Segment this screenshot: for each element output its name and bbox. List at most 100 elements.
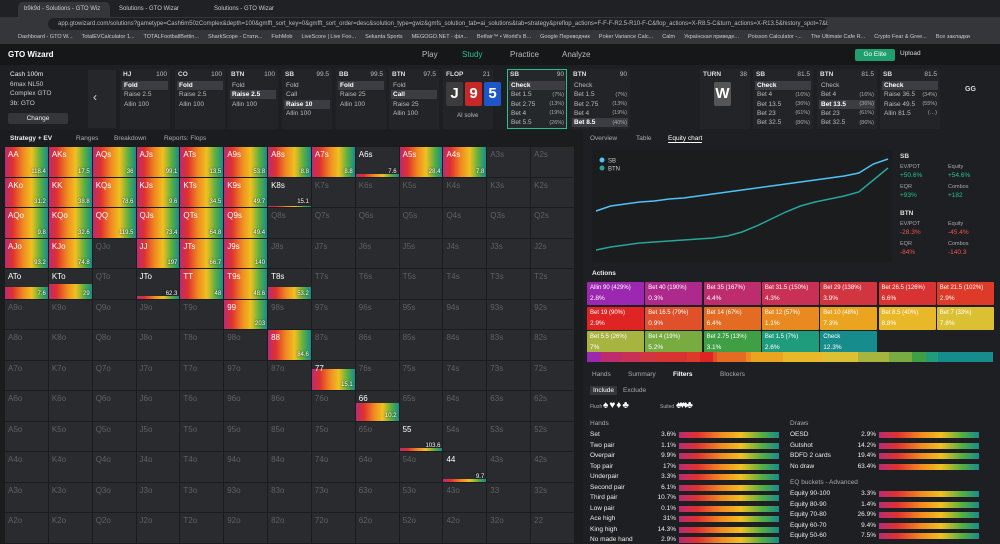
hand-cell[interactable]: Q4o xyxy=(92,452,136,482)
hand-cell[interactable]: Q6o xyxy=(92,391,136,421)
hand-cell[interactable]: JTo 62.3 xyxy=(136,269,180,299)
filter-label[interactable]: Equity 80-90 xyxy=(790,500,827,508)
bookmark[interactable]: Poker Variance Calc... xyxy=(598,34,654,40)
action-box[interactable]: Bet 21.5 (102%) 2.9% xyxy=(936,282,994,305)
filter-label[interactable]: Set xyxy=(590,431,600,438)
hand-cell[interactable]: 55 103.6 xyxy=(399,421,443,451)
hand-cell[interactable]: JJ 197 xyxy=(136,238,180,268)
hand-cell[interactable]: AA 118.4 xyxy=(5,147,48,177)
action-box[interactable]: Check 12.3% xyxy=(820,331,878,354)
bottom-tab[interactable]: Filters xyxy=(673,371,693,378)
filter-label[interactable]: No draw xyxy=(790,462,815,470)
hand-cell[interactable]: T6o xyxy=(180,391,224,421)
hand-cell[interactable]: 96s xyxy=(355,299,399,329)
hand-cell[interactable]: 74s xyxy=(443,360,487,390)
hand-cell[interactable]: TT 48 xyxy=(180,269,224,299)
nav-item[interactable]: Analyze xyxy=(562,50,591,59)
action-box[interactable]: Bet 35 (167%) 4.4% xyxy=(703,282,761,305)
hand-cell[interactable]: QTo xyxy=(92,269,136,299)
hand-cell[interactable]: 72o xyxy=(311,513,355,543)
hand-cell[interactable]: 65o xyxy=(355,421,399,451)
nav-item[interactable]: Study xyxy=(462,50,483,59)
hand-cell[interactable]: T7o xyxy=(180,360,224,390)
hand-cell[interactable]: 87s xyxy=(311,330,355,360)
hand-cell[interactable]: K9s 49.7 xyxy=(224,177,268,207)
hand-cell[interactable]: 86o xyxy=(268,391,311,421)
hand-cell[interactable]: Q2s xyxy=(531,208,574,238)
hand-cell[interactable]: 44 9.7 xyxy=(443,452,487,482)
hand-cell[interactable]: K5s xyxy=(399,177,443,207)
hand-cell[interactable]: 85o xyxy=(268,421,311,451)
hand-cell[interactable]: 75o xyxy=(311,421,355,451)
hand-cell[interactable]: 54s xyxy=(443,421,487,451)
hand-cell[interactable]: KJo 74.8 xyxy=(48,238,92,268)
toolbar-item[interactable]: Breakdown xyxy=(114,135,147,142)
hand-cell[interactable]: 85s xyxy=(399,330,443,360)
hand-cell[interactable]: Q3o xyxy=(92,482,136,512)
back-arrow[interactable]: ‹ xyxy=(88,70,116,128)
panel-tab[interactable]: Overview xyxy=(590,135,618,142)
column[interactable] xyxy=(507,69,567,129)
hand-cell[interactable]: Q9s 49.4 xyxy=(224,208,268,238)
hand-cell[interactable]: T2s xyxy=(531,269,574,299)
hand-cell[interactable]: QTs 64.8 xyxy=(180,208,224,238)
hand-cell[interactable]: A4o xyxy=(5,452,48,482)
hand-cell[interactable]: 64s xyxy=(443,391,487,421)
hand-cell[interactable]: AKs 17.5 xyxy=(48,147,92,177)
hand-cell[interactable]: A5s 28.4 xyxy=(399,147,443,177)
hand-cell[interactable]: KQo 32.6 xyxy=(48,208,92,238)
action-box[interactable]: Bet 4 (19%) 5.2% xyxy=(645,331,703,354)
hand-cell[interactable]: J5o xyxy=(136,421,180,451)
hand-cell[interactable]: J3o xyxy=(136,482,180,512)
hand-cell[interactable]: QJo xyxy=(92,238,136,268)
hand-cell[interactable]: A5o xyxy=(5,421,48,451)
bookmark[interactable]: FishMob xyxy=(271,34,293,40)
column[interactable] xyxy=(336,69,386,129)
hand-cell[interactable]: 87o xyxy=(268,360,311,390)
action-option[interactable] xyxy=(177,81,223,90)
hand-cell[interactable]: A6o xyxy=(5,391,48,421)
include-toggle[interactable]: Include xyxy=(590,386,617,395)
hand-cell[interactable]: A7o xyxy=(5,360,48,390)
hand-cell[interactable]: Q8o xyxy=(92,330,136,360)
bookmark[interactable]: Все закладки xyxy=(935,34,970,40)
hand-cell[interactable]: 82s xyxy=(531,330,574,360)
toolbar-item[interactable]: Strategy + EV xyxy=(10,135,53,142)
hand-cell[interactable]: Q5s xyxy=(399,208,443,238)
hand-cell[interactable]: 42s xyxy=(531,452,574,482)
filter-label[interactable]: Low pair xyxy=(590,504,615,512)
action-box[interactable]: Bet 7 (33%) 7.8% xyxy=(936,306,994,330)
filter-label[interactable]: Third pair xyxy=(590,494,618,501)
hand-cell[interactable]: 98o xyxy=(224,330,268,360)
hand-cell[interactable]: T8o xyxy=(180,330,224,360)
hand-cell[interactable]: 74o xyxy=(311,452,355,482)
action-option[interactable] xyxy=(338,81,384,90)
action-box[interactable]: Bet 31.5 (150%) 4.3% xyxy=(761,282,819,305)
hand-cell[interactable]: T3o xyxy=(180,482,224,512)
hand-cell[interactable]: 32s xyxy=(531,482,574,512)
hand-cell[interactable]: A3s xyxy=(487,147,531,177)
action-option[interactable] xyxy=(391,90,437,100)
hand-cell[interactable]: ATs 13.5 xyxy=(180,147,224,177)
hand-cell[interactable]: 43s xyxy=(487,452,531,482)
hand-cell[interactable]: K5o xyxy=(48,421,92,451)
hand-cell[interactable]: 82o xyxy=(268,513,311,543)
hand-cell[interactable]: T2o xyxy=(180,513,224,543)
hand-cell[interactable]: 66 10.2 xyxy=(355,391,399,421)
hand-cell[interactable]: 95s xyxy=(399,299,443,329)
hand-cell[interactable]: 92o xyxy=(224,513,268,543)
hand-cell[interactable]: 88 84.6 xyxy=(268,330,311,360)
hand-cell[interactable]: 53s xyxy=(487,421,531,451)
hand-cell[interactable]: A7s 8.8 xyxy=(311,147,355,177)
hand-cell[interactable]: T6s xyxy=(355,269,399,299)
hand-cell[interactable]: 75s xyxy=(399,360,443,390)
action-box[interactable]: Bet 29 (138%) 3.9% xyxy=(820,282,878,305)
hand-cell[interactable]: K7s xyxy=(311,177,355,207)
hand-cell[interactable]: Q5o xyxy=(92,421,136,451)
hand-cell[interactable]: 76s xyxy=(355,360,399,390)
filter-label[interactable]: Gutshot xyxy=(790,441,813,449)
hand-cell[interactable]: T3s xyxy=(487,269,531,299)
hand-cell[interactable]: AQo 9.8 xyxy=(5,208,48,238)
hand-cell[interactable]: K8o xyxy=(48,330,92,360)
hand-cell[interactable]: JTs 66.7 xyxy=(180,238,224,268)
